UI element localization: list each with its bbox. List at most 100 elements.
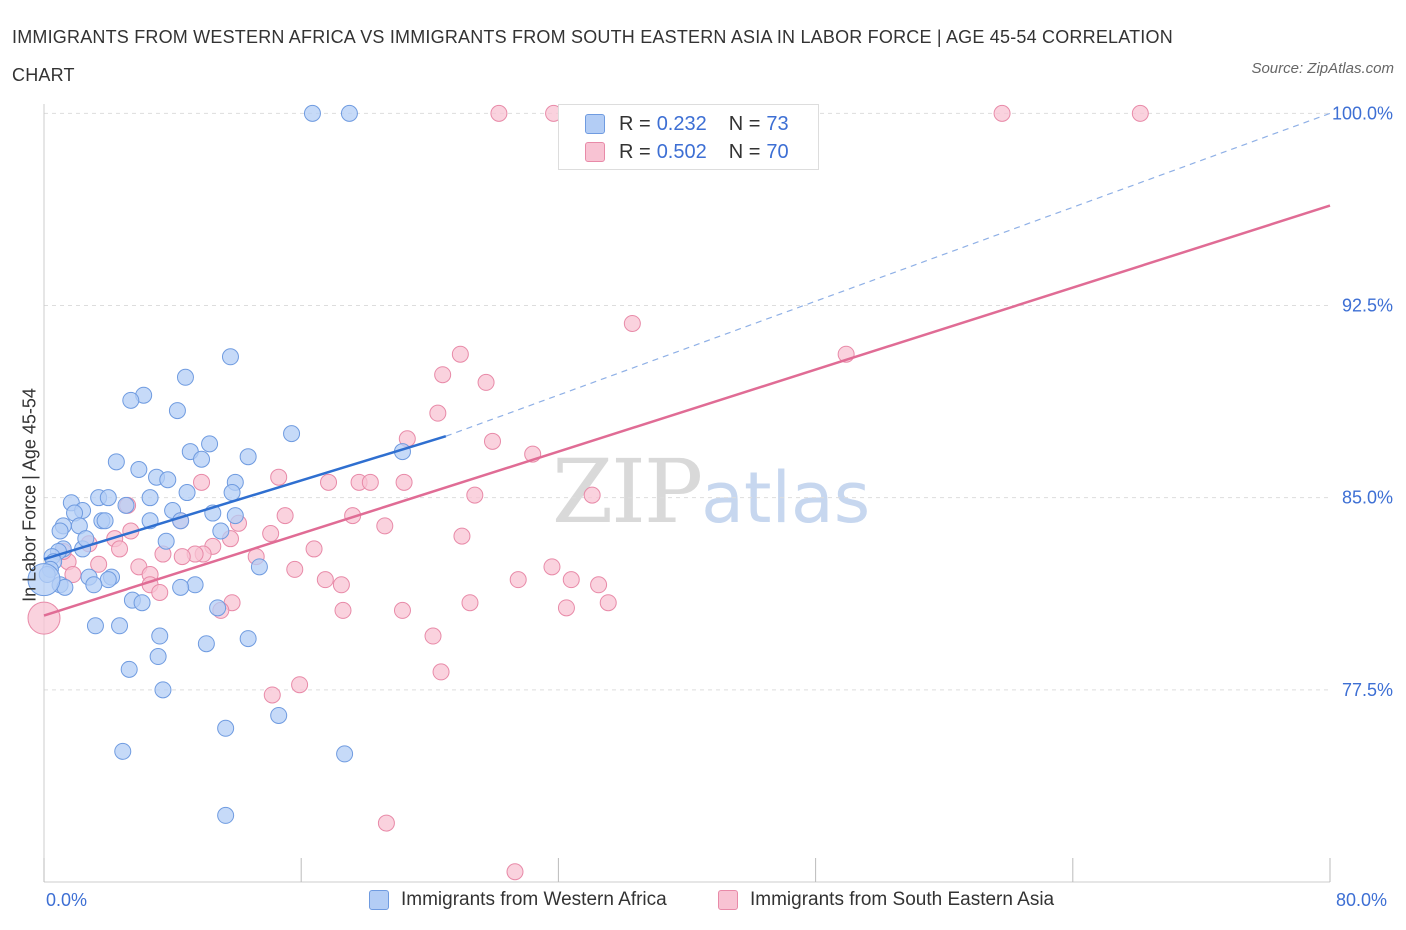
point-south-eastern-asia	[263, 686, 281, 704]
point-western-africa	[176, 368, 194, 386]
point-western-africa	[51, 522, 69, 540]
point-western-africa	[168, 402, 186, 420]
point-western-africa	[133, 594, 151, 612]
point-south-eastern-asia	[453, 527, 471, 545]
point-south-eastern-asia	[509, 571, 527, 589]
watermark-atlas: atlas	[701, 457, 871, 539]
point-south-eastern-asia	[490, 104, 508, 122]
point-south-eastern-asia	[276, 507, 294, 525]
legend-label-western-africa: Immigrants from Western Africa	[401, 889, 667, 910]
point-south-eastern-asia	[424, 627, 442, 645]
point-western-africa	[172, 578, 190, 596]
stats-legend: R = 0.232 N = 73 R = 0.502 N = 70	[558, 104, 819, 170]
point-south-eastern-asia	[286, 560, 304, 578]
point-western-africa	[151, 627, 169, 645]
point-south-eastern-asia	[590, 576, 608, 594]
point-western-africa	[193, 450, 211, 468]
stats-legend-row-blue: R = 0.232 N = 73	[585, 111, 789, 137]
legend-item-western-africa: Immigrants from Western Africa	[369, 889, 667, 911]
point-western-africa	[159, 471, 177, 489]
point-south-eastern-asia	[429, 404, 447, 422]
point-western-africa	[283, 425, 301, 443]
point-western-africa	[130, 461, 148, 479]
point-western-africa	[270, 706, 288, 724]
point-south-eastern-asia	[320, 473, 338, 491]
watermark: ZIPatlas	[552, 440, 870, 543]
point-south-eastern-asia	[316, 571, 334, 589]
point-western-africa	[217, 806, 235, 824]
y-tick-label: 85.0%	[1342, 488, 1393, 508]
trendline-western-africa	[43, 435, 447, 561]
point-western-africa	[239, 630, 257, 648]
point-south-eastern-asia	[262, 525, 280, 543]
n-value-pink: 70	[766, 140, 789, 163]
point-south-eastern-asia	[432, 663, 450, 681]
point-south-eastern-asia	[543, 558, 561, 576]
point-south-eastern-asia	[90, 555, 108, 573]
point-western-africa	[96, 512, 114, 530]
point-western-africa	[99, 571, 117, 589]
point-western-africa	[197, 635, 215, 653]
point-south-eastern-asia	[993, 104, 1011, 122]
y-axis-label: In Labor Force | Age 45-54	[19, 388, 40, 602]
r-value-pink: 0.502	[656, 140, 707, 163]
watermark-zip: ZIP	[552, 440, 703, 543]
point-south-eastern-asia	[483, 432, 501, 450]
series-legend: Immigrants from Western Africa Immigrant…	[0, 889, 1406, 915]
point-south-eastern-asia	[557, 599, 575, 617]
point-western-africa	[186, 576, 204, 594]
x-axis-max-label: 80.0%	[1336, 890, 1388, 910]
point-western-africa	[250, 558, 268, 576]
stats-legend-row-pink: R = 0.502 N = 70	[585, 139, 789, 165]
source-label: Source: ZipAtlas.com	[1251, 60, 1394, 77]
point-south-eastern-asia	[451, 345, 469, 363]
point-south-eastern-asia	[395, 473, 413, 491]
point-south-eastern-asia	[151, 583, 169, 601]
point-south-eastern-asia	[461, 594, 479, 612]
point-south-eastern-asia	[599, 594, 617, 612]
point-western-africa	[340, 104, 358, 122]
point-south-eastern-asia	[506, 863, 524, 881]
point-western-africa	[107, 453, 125, 471]
r-value-blue: 0.232	[656, 112, 707, 135]
legend-swatch-blue	[369, 890, 389, 910]
point-western-africa	[157, 532, 175, 550]
point-western-africa	[201, 435, 219, 453]
point-south-eastern-asia	[393, 601, 411, 619]
point-south-eastern-asia	[111, 540, 129, 558]
legend-label-south-eastern-asia: Immigrants from South Eastern Asia	[750, 889, 1055, 910]
point-south-eastern-asia	[193, 473, 211, 491]
point-western-africa	[336, 745, 354, 763]
n-value-blue: 73	[766, 112, 789, 135]
legend-item-south-eastern-asia: Immigrants from South Eastern Asia	[718, 889, 1054, 911]
n-label: N =	[728, 112, 761, 135]
point-western-africa	[217, 719, 235, 737]
point-south-eastern-asia	[377, 814, 395, 832]
point-south-eastern-asia	[562, 571, 580, 589]
point-western-africa	[209, 599, 227, 617]
r-label: R =	[619, 112, 651, 135]
point-south-eastern-asia	[27, 601, 61, 635]
point-western-africa	[226, 507, 244, 525]
point-western-africa	[111, 617, 129, 635]
point-western-africa	[239, 448, 257, 466]
r-label: R =	[619, 140, 651, 163]
point-south-eastern-asia	[623, 314, 641, 332]
point-south-eastern-asia	[583, 486, 601, 504]
point-south-eastern-asia	[291, 676, 309, 694]
point-western-africa	[149, 648, 167, 666]
chart-title: IMMIGRANTS FROM WESTERN AFRICA VS IMMIGR…	[12, 27, 1173, 85]
point-south-eastern-asia	[305, 540, 323, 558]
point-western-africa	[303, 104, 321, 122]
x-axis-min-label: 0.0%	[46, 890, 88, 910]
point-south-eastern-asia	[434, 366, 452, 384]
point-western-africa	[141, 489, 159, 507]
y-tick-label: 92.5%	[1342, 296, 1393, 316]
point-western-africa	[85, 576, 103, 594]
point-western-africa	[122, 391, 140, 409]
trendline-south-eastern-asia	[43, 204, 1331, 617]
point-western-africa	[114, 742, 132, 760]
point-western-africa	[86, 617, 104, 635]
point-western-africa	[99, 489, 117, 507]
